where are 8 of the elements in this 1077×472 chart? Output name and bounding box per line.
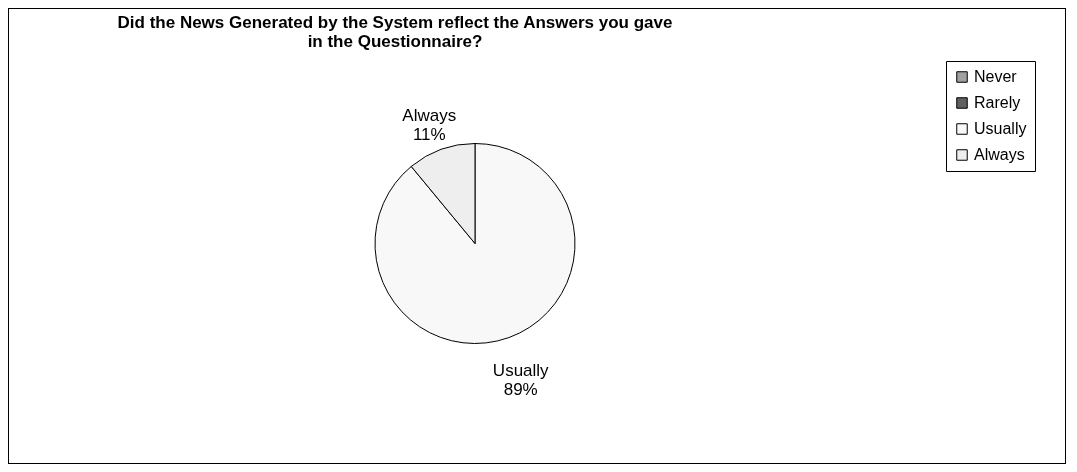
chart-title: Did the News Generated by the System reflect the Answers you gave in the Questionnaire? [117, 13, 673, 51]
legend-label: Never [974, 68, 1018, 85]
legend-label: Rarely [974, 94, 1021, 111]
data-label: Always 11% [402, 106, 457, 145]
pie-slice [374, 143, 576, 344]
legend-label: Usually [974, 120, 1027, 137]
legend-label: Always [974, 146, 1025, 163]
data-label: Usually 89% [492, 360, 550, 399]
